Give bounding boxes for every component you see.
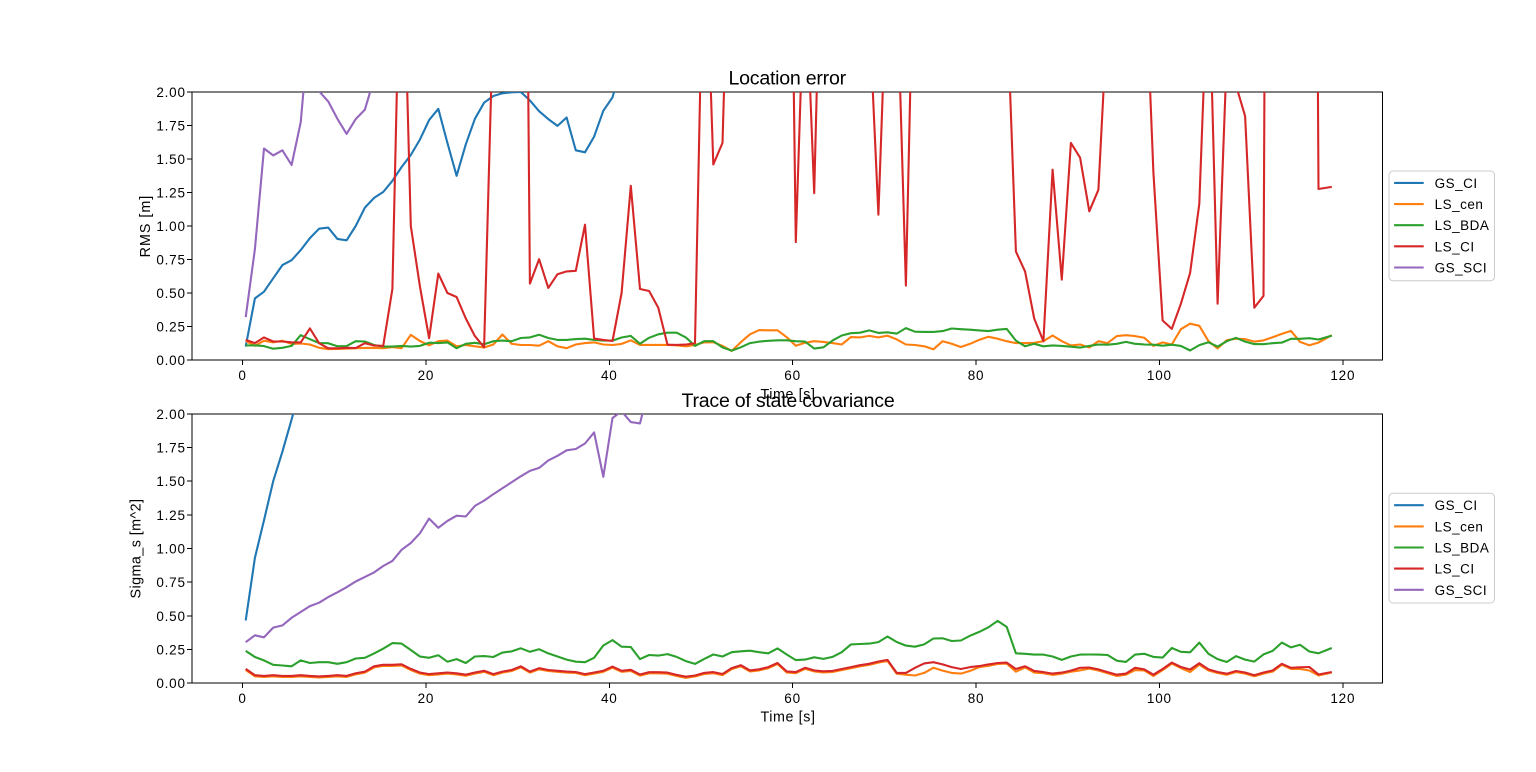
svg-text:Trace of state covariance: Trace of state covariance [681,390,894,412]
svg-text:Sigma_s [m^2]: Sigma_s [m^2] [129,499,145,599]
svg-text:80: 80 [968,368,985,383]
svg-text:1.75: 1.75 [156,441,185,456]
svg-text:GS_CI: GS_CI [1435,498,1478,513]
svg-text:GS_CI: GS_CI [1435,176,1478,191]
svg-text:1.50: 1.50 [156,474,185,489]
svg-text:Time [s]: Time [s] [760,387,815,403]
svg-text:LS_cen: LS_cen [1435,197,1484,212]
svg-text:1.00: 1.00 [156,219,185,234]
svg-text:0.25: 0.25 [156,642,185,657]
svg-text:0.50: 0.50 [156,286,185,301]
svg-text:RMS [m]: RMS [m] [138,195,154,258]
svg-text:1.50: 1.50 [156,152,185,167]
svg-text:1.75: 1.75 [156,119,185,134]
svg-text:20: 20 [418,368,435,383]
svg-text:1.25: 1.25 [156,508,185,523]
svg-text:LS_cen: LS_cen [1435,519,1484,534]
svg-text:60: 60 [784,368,801,383]
svg-text:0.50: 0.50 [156,609,185,624]
svg-text:40: 40 [601,368,618,383]
svg-text:120: 120 [1330,691,1355,706]
svg-text:0: 0 [238,368,246,383]
svg-text:Location error: Location error [728,68,846,90]
svg-text:GS_SCI: GS_SCI [1435,261,1488,276]
svg-text:0.25: 0.25 [156,320,185,335]
svg-text:80: 80 [968,691,985,706]
svg-text:0: 0 [238,691,246,706]
svg-text:LS_CI: LS_CI [1435,562,1475,577]
svg-text:20: 20 [418,691,435,706]
svg-text:Time [s]: Time [s] [760,709,815,725]
svg-text:LS_BDA: LS_BDA [1435,218,1490,233]
svg-text:120: 120 [1330,368,1355,383]
svg-text:60: 60 [784,691,801,706]
svg-text:0.75: 0.75 [156,575,185,590]
svg-text:100: 100 [1147,368,1172,383]
svg-text:0.00: 0.00 [156,676,185,691]
svg-text:2.00: 2.00 [156,407,185,422]
svg-text:100: 100 [1147,691,1172,706]
svg-text:2.00: 2.00 [156,85,185,100]
svg-text:GS_SCI: GS_SCI [1435,583,1488,598]
svg-text:0.00: 0.00 [156,353,185,368]
svg-text:LS_BDA: LS_BDA [1435,541,1490,556]
svg-text:1.25: 1.25 [156,186,185,201]
svg-text:LS_CI: LS_CI [1435,239,1475,254]
svg-text:40: 40 [601,691,618,706]
svg-text:0.75: 0.75 [156,253,185,268]
svg-text:1.00: 1.00 [156,542,185,557]
